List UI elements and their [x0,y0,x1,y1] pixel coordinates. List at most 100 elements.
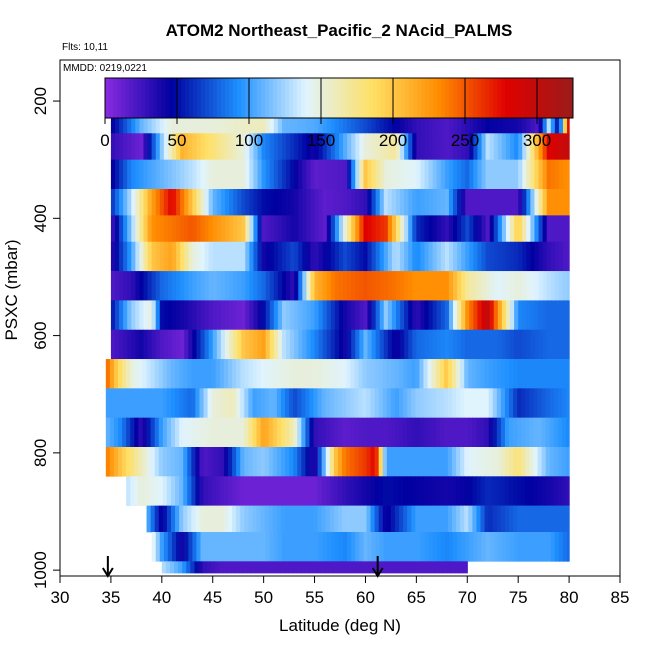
heatmap-cell [343,215,348,243]
heatmap-cell [473,271,479,301]
heatmap-cell [167,241,173,272]
heatmap-cell [253,189,259,216]
heatmap-cell [280,505,286,533]
heatmap-cell [143,300,149,331]
heatmap-cell [379,159,385,190]
heatmap-cell [139,189,145,216]
colorbar-segment [465,78,470,118]
heatmap-cell [374,447,380,477]
heatmap-cell [399,417,404,448]
heatmap-cell [461,133,466,160]
heatmap-cell [566,359,570,389]
heatmap-cell [391,189,397,216]
heatmap-cell [514,300,519,331]
heatmap-cell [330,271,336,301]
heatmap-cell [172,532,177,562]
heatmap-cell [167,189,173,216]
colorbar-segment [525,78,530,118]
heatmap-cell [557,476,563,506]
heatmap-cell [452,388,457,418]
heatmap-cell [427,505,433,533]
heatmap-cell [301,476,306,506]
heatmap-cell [172,189,177,216]
heatmap-cell [114,241,120,272]
heatmap-cell [176,329,181,360]
heatmap-cell [337,505,343,533]
heatmap-cell [440,241,446,272]
heatmap-cell [371,329,377,360]
colorbar-segment [373,78,378,118]
heatmap-cell [142,359,148,389]
heatmap-cell [489,215,495,243]
heatmap-cell [362,447,368,477]
heatmap-cell [549,417,555,448]
heatmap-cell [550,329,556,360]
heatmap-cell [207,476,213,506]
heatmap-cell [138,476,144,506]
heatmap-cell [212,300,218,331]
heatmap-cell [119,133,124,160]
heatmap-cell [252,476,258,506]
heatmap-cell [224,159,230,190]
heatmap-cell [412,241,417,272]
heatmap-cell [420,241,426,272]
heatmap-cell [139,133,145,160]
heatmap-cell [501,532,507,562]
heatmap-cell [396,189,401,216]
heatmap-cell [554,329,560,360]
heatmap-cell [143,215,149,243]
heatmap-cell [444,329,450,360]
heatmap-cell [314,189,320,216]
heatmap-cell [558,133,564,160]
heatmap-cell [461,329,466,360]
heatmap-cell [236,359,241,389]
heatmap-cell [481,241,487,272]
colorbar-segment [349,78,354,118]
heatmap-cell [537,417,543,448]
heatmap-cell [541,476,547,506]
heatmap-cell [522,300,527,331]
heatmap-cell [118,388,123,418]
heatmap-cell [554,189,560,216]
colorbar-segment [413,78,418,118]
heatmap-cell [468,505,473,533]
heatmap-cell [130,388,135,418]
heatmap-cell [363,133,369,160]
heatmap-cell [212,133,218,160]
heatmap-cell [545,476,551,506]
heatmap-cell [424,329,430,360]
heatmap-cell [456,417,461,448]
heatmap-cell [504,359,510,389]
heatmap-cell [416,300,422,331]
heatmap-cell [431,417,437,448]
heatmap-cell [534,329,540,360]
heatmap-cell [407,505,412,533]
heatmap-cell [257,300,263,331]
heatmap-cell [456,505,461,533]
heatmap-cell [407,476,412,506]
heatmap-cell [297,505,302,533]
heatmap-cell [400,215,405,243]
heatmap-cell [261,300,267,331]
heatmap-cell [202,561,208,574]
heatmap-cell [114,300,120,331]
heatmap-cell [334,271,340,301]
heatmap-cell [216,271,222,301]
heatmap-cell [273,159,279,190]
heatmap-cell [158,476,164,506]
heatmap-cell [302,241,307,272]
heatmap-cell [244,388,249,418]
heatmap-cell [379,271,385,301]
heatmap-cell [465,241,470,272]
heatmap-cell [347,241,352,272]
heatmap-cell [216,159,222,190]
heatmap-cell [379,300,385,331]
heatmap-cell [530,532,536,562]
heatmap-cell [350,447,355,477]
heatmap-cell [172,133,177,160]
heatmap-cell [436,300,442,331]
heatmap-cell [232,447,237,477]
heatmap-cell [199,359,205,389]
heatmap-cell [432,215,438,243]
heatmap-cell [237,215,242,243]
